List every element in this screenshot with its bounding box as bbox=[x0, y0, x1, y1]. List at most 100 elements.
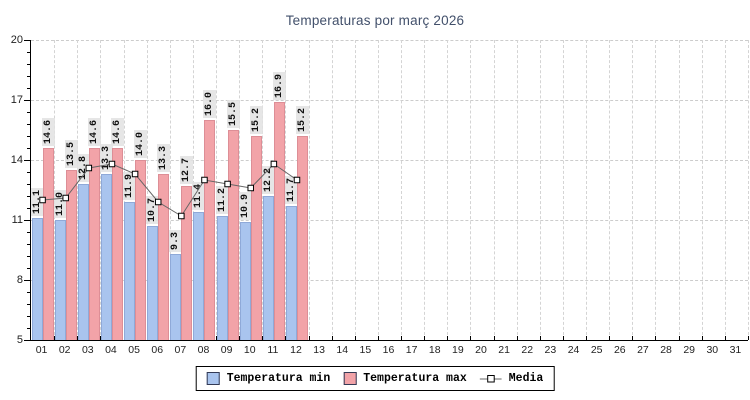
plot-area: 11.1 14.6 11.0 13.5 12.8 14.6 13.3 14.6 11.9 14.0… bbox=[30, 40, 749, 341]
v-gridline bbox=[748, 40, 749, 340]
x-label-31: 31 bbox=[729, 344, 742, 356]
x-tick bbox=[123, 336, 125, 340]
x-label-28: 28 bbox=[660, 344, 672, 356]
x-label-02: 02 bbox=[58, 344, 71, 356]
bar-min-11 bbox=[262, 196, 274, 340]
v-gridline bbox=[77, 40, 79, 340]
media-line bbox=[39, 160, 301, 220]
y-minor-tick bbox=[27, 256, 30, 257]
y-major-tick bbox=[24, 280, 30, 281]
x-label-03: 03 bbox=[81, 344, 94, 356]
x-label-17: 17 bbox=[405, 344, 418, 356]
bar-min-04 bbox=[100, 174, 112, 340]
y-major-tick bbox=[24, 160, 30, 161]
bar-max-05 bbox=[135, 160, 147, 340]
v-gridline bbox=[401, 40, 403, 340]
y-minor-tick bbox=[27, 172, 30, 173]
x-label-10: 10 bbox=[243, 344, 256, 356]
y-major-tick bbox=[24, 40, 30, 41]
bar-min-12 bbox=[285, 206, 297, 340]
x-label-26: 26 bbox=[613, 344, 626, 356]
x-label-30: 30 bbox=[706, 344, 719, 356]
x-label-14: 14 bbox=[336, 344, 349, 356]
bar-min-10 bbox=[239, 222, 251, 340]
v-gridline bbox=[493, 40, 495, 340]
x-label-18: 18 bbox=[428, 344, 441, 356]
x-label-05: 05 bbox=[128, 344, 140, 356]
x-tick bbox=[493, 336, 495, 340]
x-tick bbox=[516, 336, 518, 340]
legend-label-min: Temperatura min bbox=[226, 372, 331, 385]
bar-max-06 bbox=[158, 174, 170, 340]
v-gridline bbox=[424, 40, 426, 340]
bar-max-12 bbox=[296, 136, 308, 340]
x-tick bbox=[724, 336, 726, 340]
x-label-29: 29 bbox=[683, 344, 696, 356]
x-label-11: 11 bbox=[267, 344, 279, 356]
y-minor-tick bbox=[27, 88, 30, 89]
x-label-01: 01 bbox=[35, 344, 48, 356]
legend: Temperatura min Temperatura max Media bbox=[195, 366, 555, 391]
v-gridline bbox=[447, 40, 449, 340]
v-gridline bbox=[331, 40, 333, 340]
x-tick bbox=[539, 336, 541, 340]
x-tick bbox=[216, 336, 218, 340]
x-tick bbox=[748, 336, 749, 340]
y-major-tick bbox=[24, 220, 30, 221]
bar-max-07 bbox=[181, 186, 193, 340]
x-label-20: 20 bbox=[475, 344, 487, 356]
y-label-5: 5 bbox=[16, 334, 23, 346]
x-tick bbox=[586, 336, 588, 340]
h-gridline bbox=[31, 280, 748, 281]
legend-label-max: Temperatura max bbox=[363, 372, 467, 385]
y-minor-tick bbox=[27, 244, 30, 245]
legend-swatch-min-icon bbox=[206, 372, 220, 385]
x-tick bbox=[632, 336, 634, 340]
v-gridline bbox=[586, 40, 588, 340]
x-label-12: 12 bbox=[290, 344, 302, 356]
v-gridline bbox=[562, 40, 564, 340]
y-minor-tick bbox=[27, 316, 30, 317]
v-gridline bbox=[655, 40, 657, 340]
v-gridline bbox=[239, 40, 241, 340]
bar-min-06 bbox=[147, 226, 159, 340]
bar-max-09 bbox=[227, 130, 239, 340]
x-tick bbox=[401, 336, 403, 340]
x-tick bbox=[331, 336, 333, 340]
media-marker-03 bbox=[85, 164, 93, 172]
h-gridline bbox=[31, 40, 748, 41]
y-minor-tick bbox=[27, 268, 30, 269]
bar-min-03 bbox=[77, 184, 89, 340]
x-label-09: 09 bbox=[220, 344, 233, 356]
v-gridline bbox=[354, 40, 356, 340]
bar-max-11 bbox=[273, 102, 285, 340]
x-tick bbox=[308, 336, 310, 340]
x-label-19: 19 bbox=[452, 344, 464, 356]
x-label-16: 16 bbox=[382, 344, 395, 356]
v-gridline bbox=[678, 40, 680, 340]
x-tick bbox=[678, 336, 680, 340]
h-gridline bbox=[31, 100, 748, 101]
x-label-22: 22 bbox=[521, 344, 534, 356]
y-minor-tick bbox=[27, 124, 30, 125]
x-label-08: 08 bbox=[197, 344, 210, 356]
x-label-06: 06 bbox=[151, 344, 164, 356]
bar-min-08 bbox=[193, 212, 205, 340]
x-label-24: 24 bbox=[567, 344, 580, 356]
y-minor-tick bbox=[27, 112, 30, 113]
x-label-13: 13 bbox=[313, 344, 325, 356]
h-gridline bbox=[31, 160, 748, 161]
bar-max-08 bbox=[204, 120, 216, 340]
y-major-tick bbox=[24, 340, 30, 341]
y-minor-tick bbox=[27, 328, 30, 329]
x-tick bbox=[239, 336, 241, 340]
bar-min-02 bbox=[54, 220, 66, 340]
x-tick bbox=[146, 336, 148, 340]
x-tick bbox=[169, 336, 171, 340]
y-minor-tick bbox=[27, 292, 30, 293]
y-minor-tick bbox=[27, 136, 30, 137]
legend-swatch-max-icon bbox=[343, 372, 357, 385]
v-gridline bbox=[470, 40, 472, 340]
y-major-tick bbox=[24, 100, 30, 101]
bar-min-09 bbox=[216, 216, 228, 340]
